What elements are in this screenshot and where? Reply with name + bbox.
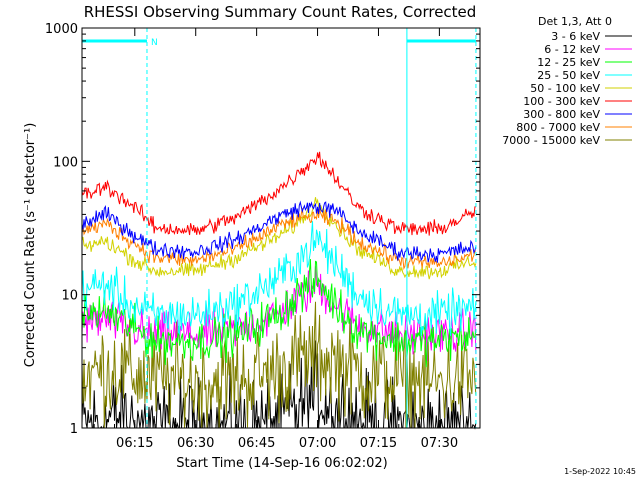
series-line-800-7000-kev [81,207,476,270]
legend-label: 50 - 100 keV [530,82,600,95]
y-tick-label: 100 [53,155,78,170]
y-tick-label: 10 [61,289,78,304]
series-line-12-25-kev [81,258,477,368]
legend-header: Det 1,3, Att 0 [538,15,612,28]
legend-label: 800 - 7000 keV [516,121,600,134]
plot-frame [81,27,481,429]
legend-label: 300 - 800 keV [523,108,600,121]
legend-label: 25 - 50 keV [537,69,600,82]
x-tick-label: 06:30 [177,436,214,451]
series-line-100-300-kev [81,151,476,236]
legend-label: 12 - 25 keV [537,56,600,69]
series-line-7000-15000-kev [81,301,477,429]
chart-title: RHESSI Observing Summary Count Rates, Co… [84,3,477,21]
series-line-25-50-kev [81,221,477,337]
x-tick-label: 07:00 [299,436,336,451]
legend-label: 3 - 6 keV [551,30,600,43]
legend-label: 100 - 300 keV [523,95,600,108]
y-tick-label: 1000 [45,22,78,37]
legend-label: 7000 - 15000 keV [502,134,600,147]
x-axis-label: Start Time (14-Sep-16 06:02:02) [176,456,387,471]
series-line-300-800-kev [81,200,477,263]
y-axis-label: Corrected Count Rate (s⁻¹ detector⁻¹) [23,123,38,368]
night-label: N [151,38,158,48]
x-tick-label: 07:30 [421,436,458,451]
timestamp: 1-Sep-2022 10:45 [564,467,636,476]
legend-label: 6 - 12 keV [544,43,600,56]
x-tick-label: 06:15 [116,436,153,451]
x-tick-label: 06:45 [238,436,275,451]
x-tick-label: 07:15 [360,436,397,451]
y-tick-label: 1 [70,422,78,437]
series-line-50-100-kev [81,197,477,280]
